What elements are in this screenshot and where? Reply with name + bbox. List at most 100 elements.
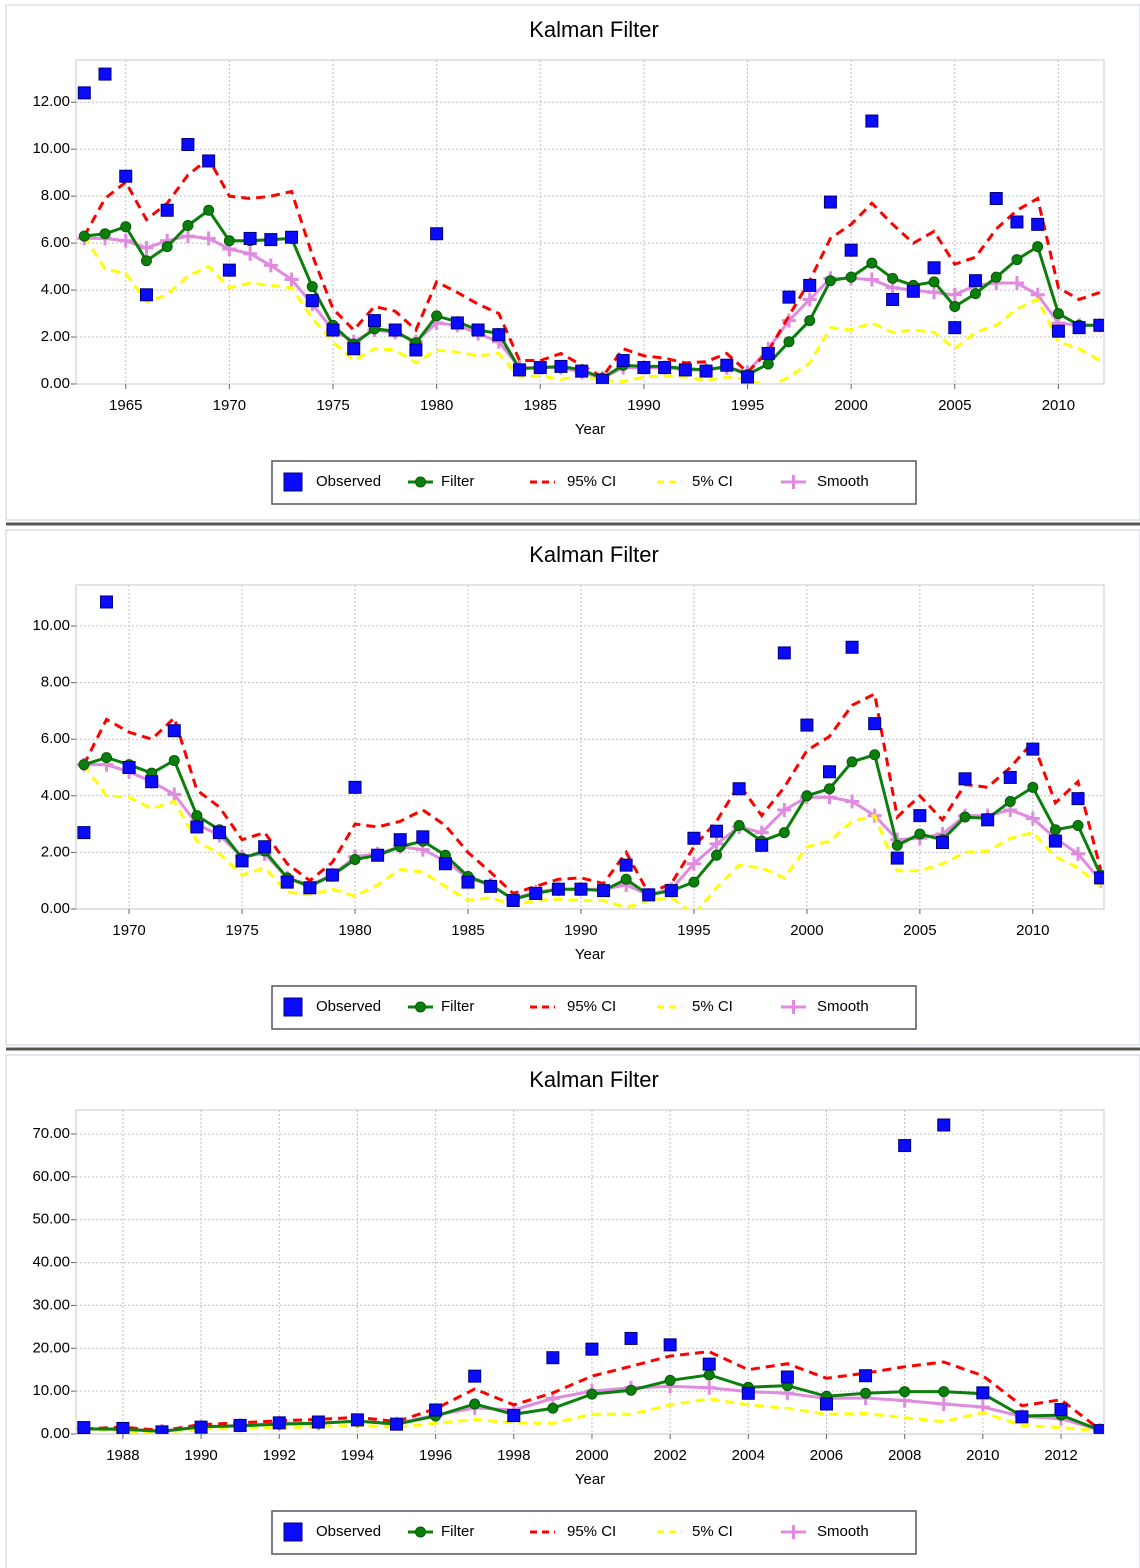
filter-point (990, 271, 1002, 283)
observed-point (348, 780, 362, 794)
series-line (83, 1350, 1102, 1433)
filter-point (804, 315, 816, 327)
y-tick-label: 12.00 (32, 93, 70, 110)
filter-point (1032, 241, 1044, 253)
observed-point (1094, 871, 1104, 885)
smooth-point (263, 258, 278, 273)
x-tick-label: 2004 (732, 1447, 765, 1464)
observed-point (212, 826, 226, 840)
smooth-point (284, 272, 299, 287)
legend-symbol (283, 472, 303, 492)
y-tick-label: 0.00 (41, 1425, 70, 1442)
observed-point (585, 1342, 599, 1356)
filter-point (1011, 254, 1023, 266)
filter-point (1052, 308, 1064, 320)
plot-area (75, 59, 1105, 385)
y-tick-label: 6.00 (41, 234, 70, 251)
y-tick-label: 10.00 (32, 1382, 70, 1399)
observed-point (122, 761, 136, 775)
y-tick-label: 10.00 (32, 140, 70, 157)
observed-point (800, 718, 814, 732)
y-tick-label: 30.00 (32, 1296, 70, 1313)
observed-point (616, 354, 630, 368)
observed-point (699, 364, 713, 378)
filter-point (431, 310, 443, 322)
smooth-point (1009, 276, 1024, 291)
observed-point (981, 813, 995, 827)
smooth-point (947, 287, 962, 302)
smooth-point (1071, 846, 1086, 861)
legend-label: Filter (441, 473, 474, 490)
series-line (83, 1397, 1101, 1434)
observed-point (948, 321, 962, 335)
plot-marks (76, 595, 1104, 909)
observed-point (637, 361, 651, 375)
smooth-point (864, 272, 879, 287)
y-tick-label: 60.00 (32, 1168, 70, 1185)
legend-label: Smooth (817, 473, 869, 490)
observed-point (969, 274, 982, 288)
observed-point (194, 1420, 208, 1434)
observed-point (845, 640, 859, 654)
observed-point (326, 323, 340, 337)
filter-point (824, 275, 836, 287)
x-tick-label: 1980 (338, 922, 371, 939)
series-line (82, 156, 1101, 379)
filter-point (887, 272, 899, 284)
observed-point (741, 370, 755, 384)
observed-point (160, 203, 174, 217)
filter-point (949, 301, 961, 313)
smooth-point (201, 231, 216, 246)
observed-point (546, 1351, 560, 1365)
y-tick-label: 4.00 (41, 281, 70, 298)
legend-label: Smooth (817, 998, 869, 1015)
observed-point (898, 1139, 912, 1153)
y-tick-label: 70.00 (32, 1125, 70, 1142)
observed-point (507, 1409, 521, 1423)
x-axis-title: Year (575, 1471, 605, 1488)
legend-label: Filter (441, 1523, 474, 1540)
observed-point (235, 854, 249, 868)
y-tick-label: 50.00 (32, 1211, 70, 1228)
filter-point (762, 358, 774, 370)
filter-point (733, 820, 745, 832)
legend-label: 95% CI (567, 998, 616, 1015)
legend-box (271, 985, 917, 1030)
legend-symbol (786, 1000, 801, 1014)
observed-point (311, 1415, 325, 1429)
filter-point (191, 810, 203, 822)
observed-point (989, 192, 1003, 206)
observed-point (720, 358, 734, 372)
observed-point (780, 1370, 794, 1384)
observed-point (859, 1369, 873, 1383)
legend-label: Filter (441, 998, 474, 1015)
filter-point (1049, 824, 1061, 836)
observed-point (958, 772, 972, 786)
observed-point (906, 284, 920, 298)
legend-symbol (283, 997, 303, 1017)
y-tick-label: 2.00 (41, 843, 70, 860)
observed-point (551, 882, 565, 896)
observed-point (1010, 215, 1024, 229)
y-tick-label: 4.00 (41, 787, 70, 804)
observed-point (233, 1418, 247, 1432)
observed-point (822, 765, 836, 779)
observed-point (937, 1118, 951, 1132)
x-tick-label: 1970 (112, 922, 145, 939)
x-tick-label: 1970 (213, 397, 246, 414)
smooth-point (709, 836, 724, 851)
observed-point (1054, 1403, 1068, 1417)
filter-point (845, 271, 857, 283)
observed-point (167, 724, 181, 738)
filter-point (625, 1384, 637, 1396)
x-tick-label: 2010 (1016, 922, 1049, 939)
observed-point (155, 1425, 169, 1434)
observed-point (367, 314, 381, 328)
observed-point (484, 879, 498, 893)
observed-point (243, 231, 257, 245)
filter-point (99, 228, 111, 240)
series-line (82, 763, 1102, 909)
legend-symbol (415, 1001, 426, 1013)
x-tick-label: 2010 (1042, 397, 1075, 414)
plot-marks (76, 1118, 1104, 1434)
